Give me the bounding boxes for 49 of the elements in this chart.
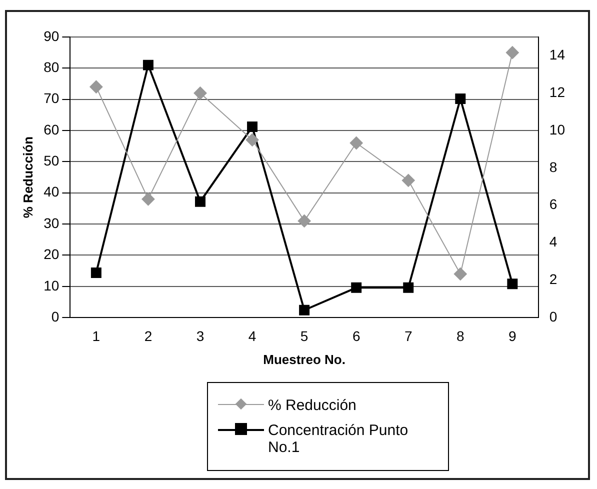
point	[90, 267, 102, 278]
x-tick-label: 5	[300, 328, 308, 344]
x-tick-label: 8	[456, 328, 464, 344]
y2-tick-label: 10	[549, 121, 566, 138]
y2-tick-label: 2	[549, 271, 558, 288]
y2-tick-label: 4	[549, 234, 558, 250]
y-tick-label: 70	[44, 90, 60, 106]
point	[507, 278, 518, 290]
y-tick-label: 10	[44, 277, 60, 294]
x-tick-label: 4	[248, 328, 256, 344]
y-axis-title: % Reducción	[20, 136, 36, 218]
point	[90, 80, 103, 94]
x-tick-label: 6	[352, 328, 360, 344]
point	[506, 46, 519, 60]
point	[298, 214, 311, 228]
legend-label: Concentración Punto No.1	[268, 422, 410, 456]
point	[299, 304, 310, 316]
y-tick-label: 40	[44, 184, 60, 200]
y-tick-label: 60	[44, 121, 60, 138]
x-tick-label: 1	[92, 328, 100, 344]
x-tick-label: 9	[508, 328, 517, 344]
legend-label: % Reducción	[268, 397, 356, 414]
point	[247, 122, 258, 132]
y2-tick-label: 14	[549, 46, 566, 63]
x-axis-title: Muestreo No.	[263, 352, 346, 367]
y-tick-label: 50	[44, 152, 60, 169]
point	[403, 282, 414, 293]
x-tick-label: 7	[404, 328, 412, 344]
x-tick-label: 3	[196, 328, 204, 344]
y-tick-label: 30	[44, 214, 60, 231]
point	[350, 136, 363, 150]
point	[142, 60, 154, 70]
point	[454, 267, 467, 280]
y-tick-label: 0	[51, 308, 60, 324]
y2-tick-label: 0	[549, 308, 558, 324]
point	[402, 174, 415, 187]
y-tick-label: 90	[44, 28, 60, 44]
y2-tick-label: 12	[549, 84, 566, 100]
y-tick-label: 80	[44, 59, 60, 76]
y-tick-label: 20	[44, 246, 60, 262]
x-tick-label: 2	[144, 328, 152, 344]
point	[194, 86, 207, 100]
point	[455, 93, 466, 104]
y2-tick-label: 8	[549, 158, 558, 175]
point	[142, 192, 155, 206]
y2-tick-label: 6	[549, 196, 558, 212]
point	[246, 133, 259, 146]
point	[195, 196, 206, 207]
point	[351, 282, 362, 293]
